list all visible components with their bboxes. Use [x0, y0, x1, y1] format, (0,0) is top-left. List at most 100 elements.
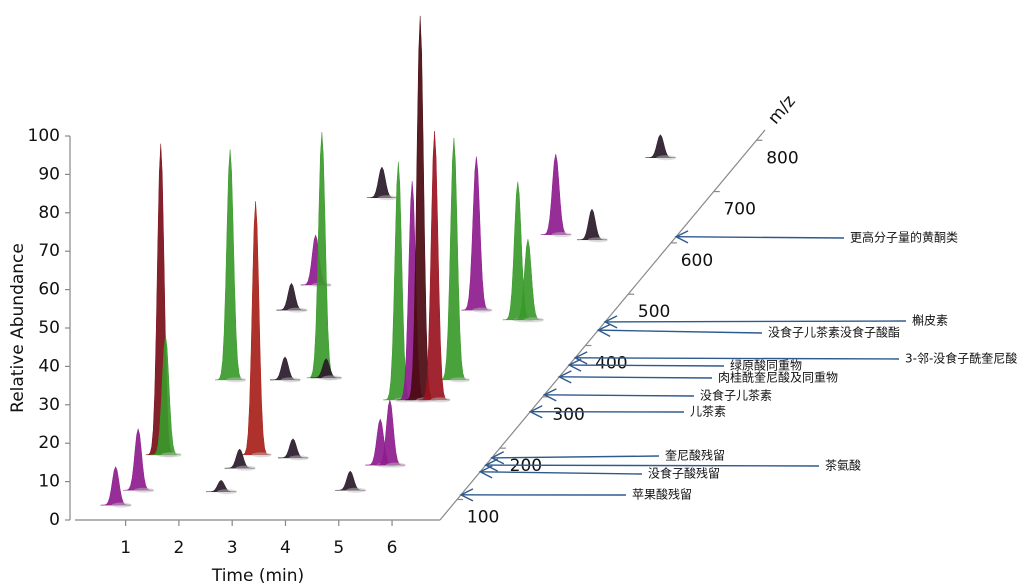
peak: [366, 166, 397, 198]
arrow-head: [490, 451, 505, 465]
annotation-label: 苹果酸残留: [632, 487, 692, 502]
y-tick-label: 80: [38, 203, 60, 223]
arrow-head: [674, 230, 689, 244]
annotation-label: 肉桂酰奎尼酸及同重物: [718, 370, 838, 385]
y-tick-label: 50: [38, 318, 60, 338]
peak-shadow: [161, 452, 182, 458]
peak-shadow: [280, 377, 301, 383]
y-tick-label: 10: [38, 472, 60, 492]
annotation-label: 没食子儿茶素: [700, 388, 772, 403]
annotation-arrow: [605, 320, 907, 323]
y-tick-label: 20: [38, 433, 60, 453]
arrow-head: [573, 351, 588, 365]
arrow-head: [542, 388, 557, 402]
peak: [269, 356, 300, 381]
annotation-label: 3-邻-没食子酰奎尼酸: [905, 351, 1017, 366]
x-axis-label: Time (min): [211, 566, 304, 586]
annotation-label: 更高分子量的黄酮类: [850, 230, 958, 245]
annotation-label: 奎尼酸残留: [665, 448, 725, 463]
peak-shadow: [288, 455, 309, 461]
z-tick-label: 400: [595, 354, 627, 374]
peak-shadow: [385, 462, 406, 468]
peak: [461, 156, 492, 311]
z-axis-label: m/z: [764, 92, 799, 129]
peak-shadow: [346, 487, 367, 493]
annotation-label: 茶氨酸: [825, 458, 861, 473]
z-tick-label: 700: [723, 200, 755, 220]
annotation-arrow: [559, 376, 713, 379]
arrow-head: [557, 370, 572, 384]
y-tick-label: 90: [38, 164, 60, 184]
y-tick-label: 70: [38, 241, 60, 261]
peak-shadow: [449, 377, 470, 383]
z-tick-label: 600: [681, 251, 713, 271]
peak: [122, 428, 154, 491]
y-tick-label: 60: [38, 280, 60, 300]
arrow-head: [528, 405, 543, 419]
peak: [438, 137, 469, 381]
peak: [645, 134, 676, 158]
y-axis-label: Relative Abundance: [8, 243, 28, 413]
peak-shadow: [523, 317, 544, 323]
arrow-head: [603, 315, 618, 329]
peak: [100, 466, 131, 506]
annotation-arrow: [480, 471, 643, 475]
peak-shadow: [322, 375, 343, 381]
peak-shadow: [587, 237, 608, 243]
peak: [540, 153, 571, 235]
x-tick-label: 5: [333, 538, 344, 558]
peak-shadow: [472, 307, 493, 313]
annotation-arrow: [491, 455, 660, 459]
annotation-arrow: [485, 464, 820, 467]
peak-shadow: [430, 397, 451, 403]
annotation-label: 槲皮素: [912, 314, 948, 328]
annotation-arrow: [569, 364, 725, 367]
annotation-label: 绿原酸同重物: [730, 358, 802, 373]
z-axis: [439, 129, 766, 521]
peak-shadow: [551, 232, 572, 238]
annotation-label: 没食子儿茶素没食子酸酯: [768, 325, 900, 340]
y-tick-label: 0: [49, 510, 60, 530]
z-tick-label: 300: [552, 405, 584, 425]
peak-shadow: [656, 155, 677, 161]
arrow-head: [478, 465, 493, 479]
peak-shadow: [377, 195, 398, 201]
peak-shadow: [217, 489, 238, 495]
peak: [334, 470, 366, 491]
arrow-head: [596, 323, 611, 337]
peak-shadow: [251, 452, 272, 458]
annotation-label: 儿茶素: [690, 404, 726, 419]
peak-shadow: [111, 502, 132, 508]
x-tick-label: 1: [120, 538, 131, 558]
arrow-head: [484, 458, 499, 472]
annotation-arrow: [676, 236, 845, 239]
arrow-head: [459, 488, 474, 502]
annotation-label: 没食子酸残留: [648, 466, 720, 481]
annotation-arrow: [544, 394, 695, 397]
peak-shadow: [235, 465, 256, 471]
peak-shadow: [134, 487, 155, 493]
peak: [306, 132, 337, 379]
annotation-arrow: [575, 357, 900, 360]
x-tick-label: 4: [280, 538, 291, 558]
z-tick-label: 800: [766, 148, 798, 168]
y-tick-label: 30: [38, 395, 60, 415]
peak-shadow: [287, 307, 308, 313]
annotation-arrow: [598, 329, 763, 334]
y-tick-label: 100: [28, 126, 60, 146]
x-tick-label: 3: [227, 538, 238, 558]
peak-shadow: [226, 377, 247, 383]
x-tick-label: 6: [387, 538, 398, 558]
z-tick-label: 200: [510, 456, 542, 476]
peak: [214, 149, 246, 381]
peak: [576, 208, 607, 241]
z-tick-label: 100: [467, 507, 499, 527]
peak: [277, 438, 308, 459]
z-tick-label: 500: [638, 302, 670, 322]
x-tick-label: 2: [173, 538, 184, 558]
y-tick-label: 40: [38, 356, 60, 376]
arrow-head: [567, 358, 582, 372]
peak: [276, 282, 307, 311]
